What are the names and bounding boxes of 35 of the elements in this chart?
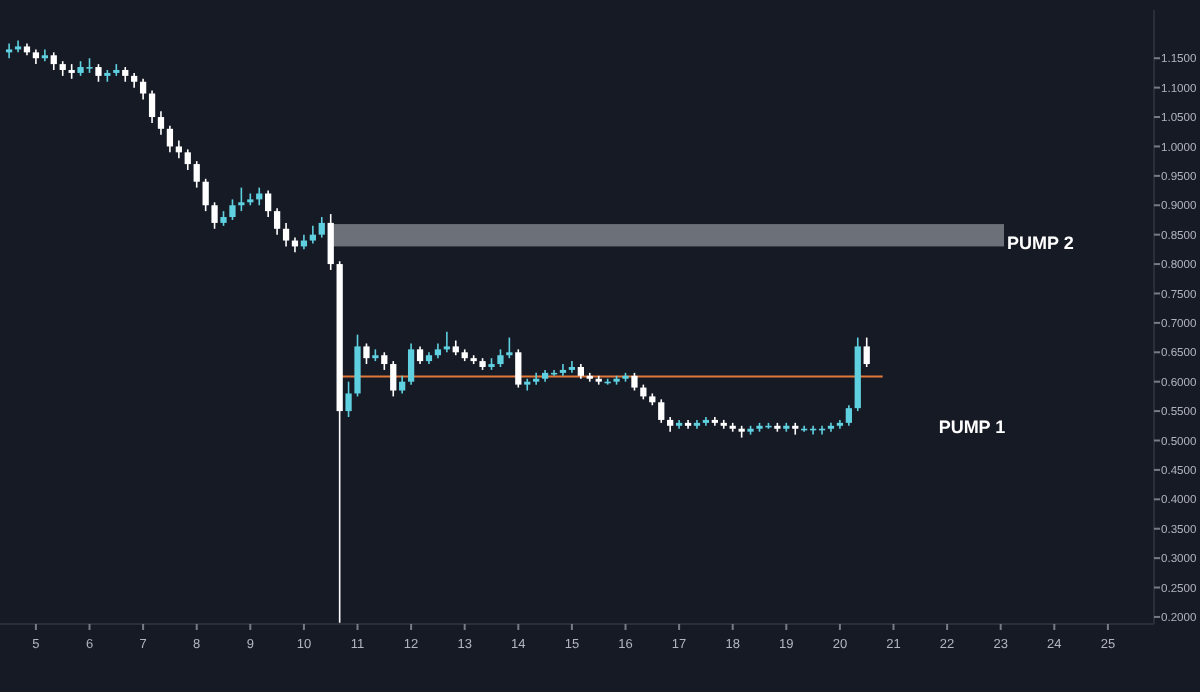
candlestick xyxy=(184,148,191,171)
candlestick xyxy=(345,380,352,418)
candlestick xyxy=(863,336,870,368)
candlestick xyxy=(166,125,174,154)
candlestick xyxy=(407,342,415,386)
candlestick xyxy=(202,177,209,212)
candlestick xyxy=(533,372,540,386)
candlestick xyxy=(229,198,236,221)
candlestick xyxy=(273,207,281,236)
candlestick xyxy=(390,360,397,398)
candlestick xyxy=(139,78,147,101)
annotation: PUMP 2 xyxy=(1007,233,1074,254)
candlestick xyxy=(506,336,513,359)
candlestick xyxy=(658,398,665,424)
candlestick xyxy=(443,330,450,354)
candlestick xyxy=(559,363,567,377)
candlestick xyxy=(5,42,13,60)
candlestick xyxy=(157,110,165,136)
candlestick xyxy=(41,48,48,62)
candlestick xyxy=(265,189,272,218)
candlestick xyxy=(515,348,522,389)
candlestick xyxy=(318,216,325,239)
candlestick xyxy=(193,160,200,189)
candlestick xyxy=(282,222,290,248)
candlestick xyxy=(238,186,245,212)
candlestick xyxy=(354,333,361,398)
candlestick xyxy=(148,89,156,124)
candlestick xyxy=(792,422,799,436)
candlestick xyxy=(524,377,531,392)
candlestick xyxy=(363,342,370,365)
candlestick xyxy=(211,201,218,230)
candlestick xyxy=(845,404,852,427)
candlestick xyxy=(568,360,576,374)
candlestick xyxy=(327,213,334,271)
annotation: PUMP 1 xyxy=(938,416,1006,437)
